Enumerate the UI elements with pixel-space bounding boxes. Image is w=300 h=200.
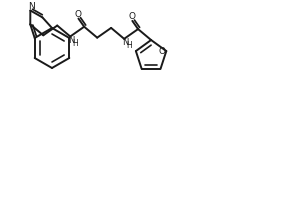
Text: O: O bbox=[129, 12, 136, 21]
Text: H: H bbox=[72, 39, 78, 48]
Text: N: N bbox=[122, 38, 128, 47]
Text: N: N bbox=[68, 36, 74, 45]
Text: N: N bbox=[28, 2, 35, 11]
Text: H: H bbox=[126, 41, 132, 50]
Text: O: O bbox=[75, 10, 82, 19]
Text: O: O bbox=[159, 47, 166, 56]
